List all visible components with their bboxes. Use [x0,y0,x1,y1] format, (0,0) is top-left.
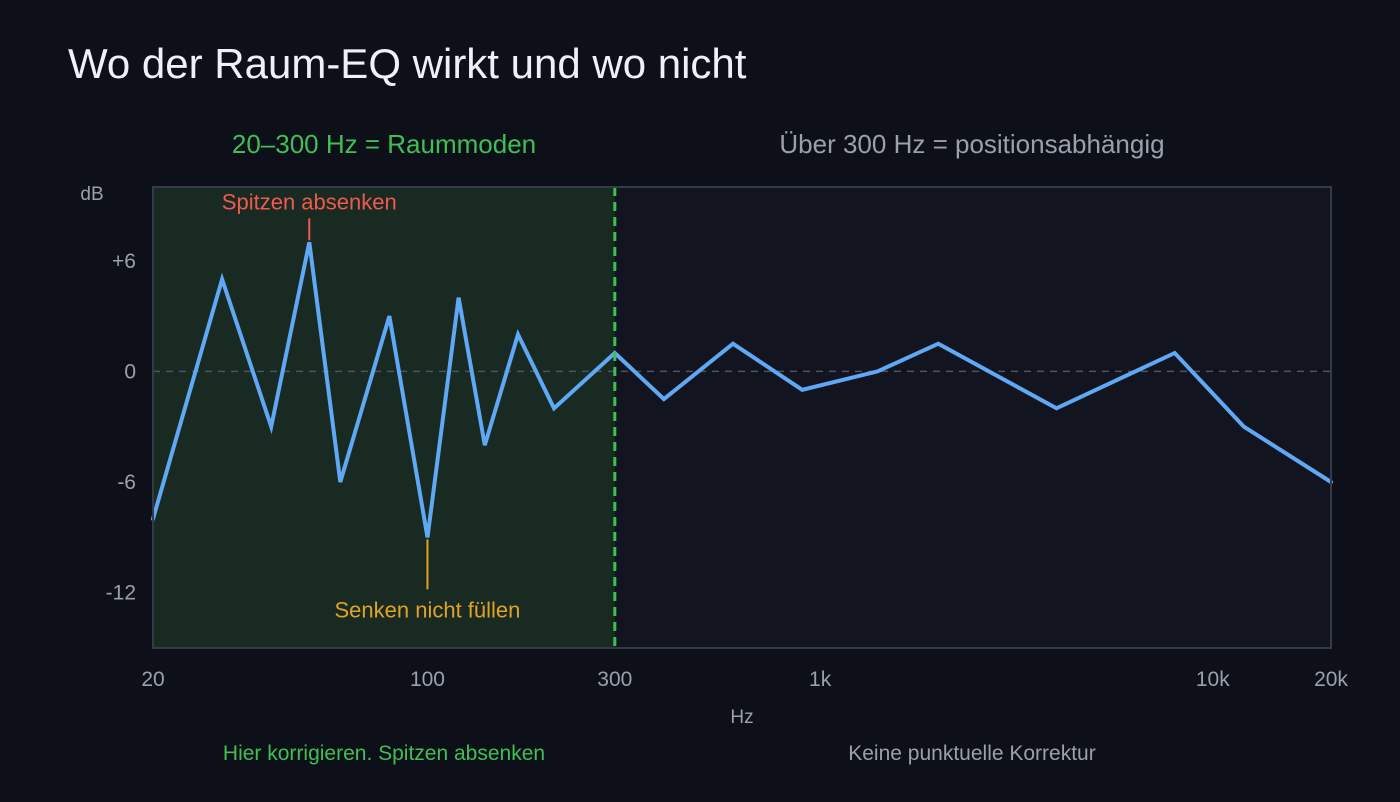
x-tick-label: 20 [141,668,164,691]
chart-title: Wo der Raum-EQ wirkt und wo nicht [68,40,747,87]
y-axis-label: dB [80,184,103,205]
plot-frame [152,186,1332,649]
position-note: Keine punktuelle Korrektur [848,742,1095,765]
x-tick-label: 100 [410,668,445,691]
room-mode-note: Hier korrigieren. Spitzen absenken [223,742,545,765]
y-tick-label: +6 [112,250,136,273]
dip-annotation: Senken nicht füllen [335,597,521,622]
x-tick-label: 20k [1314,668,1348,691]
room-mode-zone-label: 20–300 Hz = Raummoden [232,129,536,159]
peak-annotation: Spitzen absenken [222,189,397,214]
x-axis-label: Hz [730,707,753,728]
room-mode-zone [153,187,615,648]
x-tick-label: 10k [1196,668,1230,691]
x-tick-label: 300 [597,668,632,691]
x-tick-label: 1k [809,668,832,691]
y-tick-label: -12 [106,582,136,605]
position-zone-label: Über 300 Hz = positionsabhängig [779,129,1164,159]
y-tick-label: -6 [117,471,136,494]
response-curve-0 [151,241,1333,538]
y-tick-label: 0 [124,360,136,383]
